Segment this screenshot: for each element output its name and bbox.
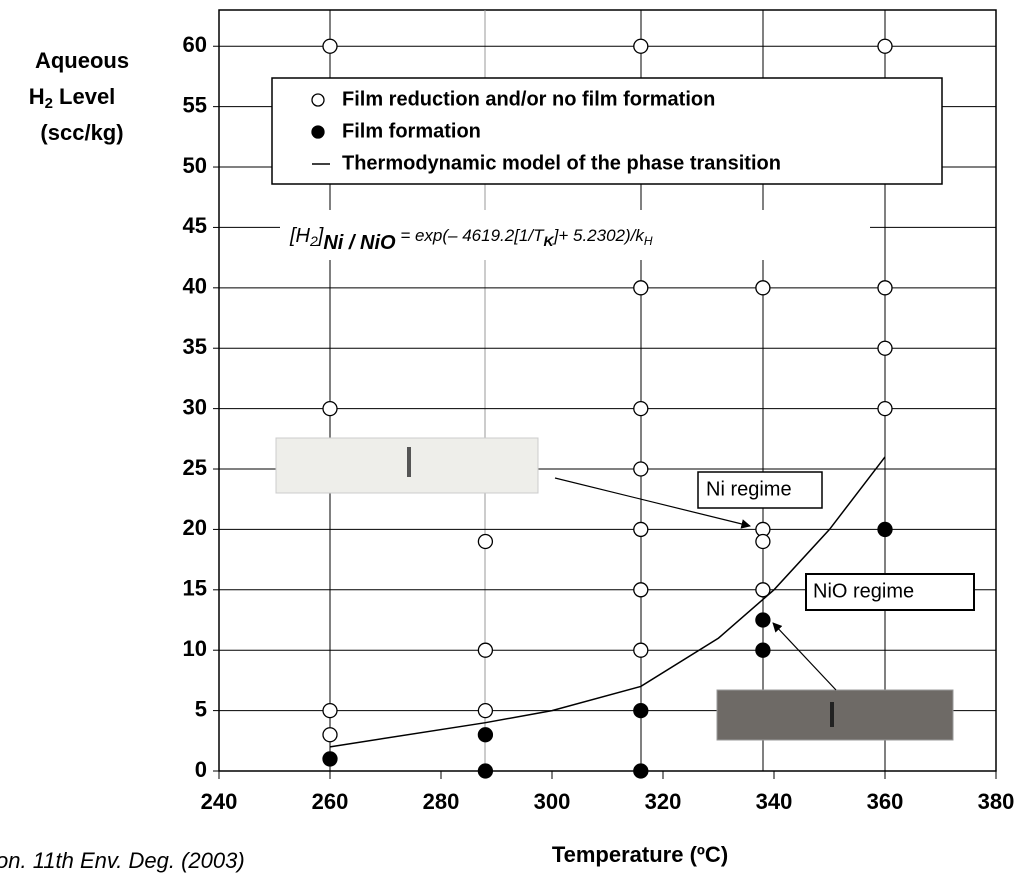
y-tick-label: 40	[183, 274, 207, 299]
y-tick-label: 20	[183, 515, 207, 540]
y-axis-label: Aqueous H2 Level (scc/kg)	[29, 48, 129, 145]
point	[477, 763, 494, 779]
legend-label: Film formation	[342, 120, 481, 142]
point	[877, 521, 893, 538]
equation-bg	[280, 210, 870, 260]
y-tick-label: 10	[183, 636, 207, 661]
point	[755, 642, 771, 658]
x-tick-label: 380	[978, 789, 1015, 814]
point	[633, 461, 649, 477]
annotation: Ni regime	[706, 478, 792, 500]
point	[477, 533, 494, 550]
point	[322, 400, 338, 417]
point	[322, 702, 338, 719]
x-tick-label: 280	[423, 789, 460, 814]
y-tick-label: 50	[183, 153, 207, 178]
y-tick-label: 5	[195, 696, 207, 721]
point	[633, 763, 649, 779]
point	[633, 38, 649, 54]
y-tick-label: 35	[183, 334, 207, 359]
point	[633, 280, 649, 296]
legend-marker	[311, 125, 325, 139]
point	[877, 340, 893, 356]
y-tick-label: 15	[183, 576, 207, 601]
point	[877, 280, 893, 296]
point	[755, 582, 771, 598]
arrow	[772, 622, 837, 691]
x-tick-label: 360	[867, 789, 904, 814]
point	[322, 38, 338, 54]
x-tick-label: 240	[201, 789, 238, 814]
y-tick-label: 30	[183, 394, 207, 419]
legend-label: Film reduction and/or no film formation	[342, 88, 715, 110]
point	[477, 727, 494, 743]
point	[633, 521, 649, 538]
x-tick-label: 300	[534, 789, 571, 814]
annotation-box	[805, 573, 975, 611]
point	[755, 612, 771, 628]
citation: on. 11th Env. Deg. (2003)	[0, 848, 245, 873]
equation: [H2]Ni / NiO = exp(– 4619.2[1/TK]+ 5.230…	[289, 225, 653, 254]
ni-sample-mark	[407, 447, 411, 477]
y-tick-label: 60	[183, 32, 207, 57]
y-tick-label: 0	[195, 757, 207, 782]
point	[755, 280, 771, 296]
nio-sample-mark	[830, 702, 834, 727]
y-tick-label: 55	[183, 92, 207, 117]
annotation-box	[697, 471, 823, 509]
x-tick-label: 340	[756, 789, 793, 814]
legend-label: Thermodynamic model of the phase transit…	[342, 152, 781, 174]
annotation: NiO regime	[813, 580, 914, 602]
point	[322, 751, 338, 767]
legend-marker	[311, 93, 325, 107]
point	[477, 642, 494, 658]
y-tick-label: 45	[183, 213, 207, 238]
point	[755, 533, 771, 550]
nio-sample-image	[716, 689, 954, 741]
point	[633, 400, 649, 417]
model-line	[329, 456, 886, 748]
y-tick-label: 25	[183, 455, 207, 480]
x-tick-label: 320	[645, 789, 682, 814]
x-axis-label: Temperature (ºC)	[552, 842, 728, 867]
point	[633, 642, 649, 658]
x-tick-label: 260	[312, 789, 349, 814]
point	[633, 582, 649, 598]
legend-box	[271, 77, 943, 185]
point	[477, 702, 494, 719]
point	[877, 400, 893, 417]
arrow	[554, 477, 751, 529]
point	[322, 727, 338, 743]
point	[877, 38, 893, 54]
point	[633, 702, 649, 719]
